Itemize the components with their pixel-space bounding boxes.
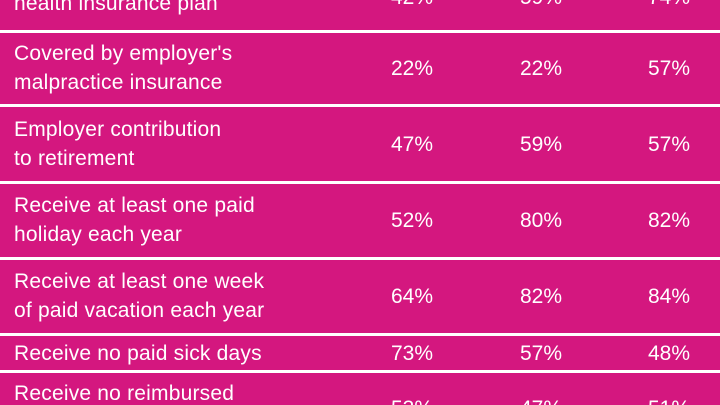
row-value: 82%: [647, 209, 691, 232]
row-label: Receive no reimbursed: [14, 379, 234, 405]
row-divider: [0, 181, 720, 184]
row-label-line: Receive no reimbursed: [14, 382, 235, 405]
row-value: 53%: [367, 394, 457, 405]
row-value: 82%: [519, 285, 563, 308]
row-value: 52%: [390, 209, 434, 232]
row-value: 84%: [647, 285, 691, 308]
row-label-line: to retirement: [14, 147, 135, 170]
row-label: health insurance plan: [14, 0, 218, 18]
row-value: 42%: [367, 0, 457, 12]
row-label-line: malpractice insurance: [14, 71, 223, 94]
row-value: 73%: [390, 342, 434, 365]
row-divider: [0, 104, 720, 107]
row-divider: [0, 370, 720, 373]
row-value: 59%: [519, 133, 563, 156]
row-label-line: Employer contribution: [14, 118, 222, 141]
row-value: 57%: [647, 57, 691, 80]
row-divider: [0, 257, 720, 260]
row-value: 57%: [519, 342, 563, 365]
row-value: 51%: [624, 394, 714, 405]
row-divider: [0, 333, 720, 336]
row-value: 64%: [390, 285, 434, 308]
row-value: 47%: [496, 394, 586, 405]
row-divider: [0, 30, 720, 33]
row-label: Receive no paid sick days: [14, 339, 262, 368]
row-label-line: of paid vacation each year: [14, 299, 265, 322]
row-value: 47%: [390, 133, 434, 156]
row-value: 22%: [519, 57, 563, 80]
row-value: 22%: [390, 57, 434, 80]
row-value: 59%: [496, 0, 586, 12]
row-value: 80%: [519, 209, 563, 232]
row-label: Receive at least one paid holiday each y…: [14, 191, 255, 249]
row-label: Covered by employer's malpractice insura…: [14, 39, 232, 97]
row-value: 74%: [624, 0, 714, 12]
row-label-line: Covered by employer's: [14, 42, 233, 65]
row-label-line: Receive at least one week: [14, 270, 265, 293]
row-value: 57%: [647, 133, 691, 156]
row-label: Employer contribution to retirement: [14, 115, 221, 173]
row-label-line: health insurance plan: [14, 0, 218, 15]
row-value: 48%: [647, 342, 691, 365]
row-label: Receive at least one week of paid vacati…: [14, 267, 264, 325]
row-label-line: holiday each year: [14, 223, 183, 246]
row-label-line: Receive at least one paid: [14, 194, 255, 217]
row-label-line: Receive no paid sick days: [14, 342, 262, 365]
